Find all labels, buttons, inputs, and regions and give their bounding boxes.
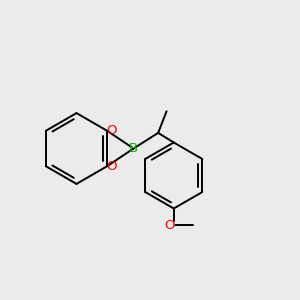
Text: O: O [164,218,175,232]
Text: O: O [106,160,116,173]
Text: B: B [129,142,138,155]
Text: O: O [106,124,116,137]
